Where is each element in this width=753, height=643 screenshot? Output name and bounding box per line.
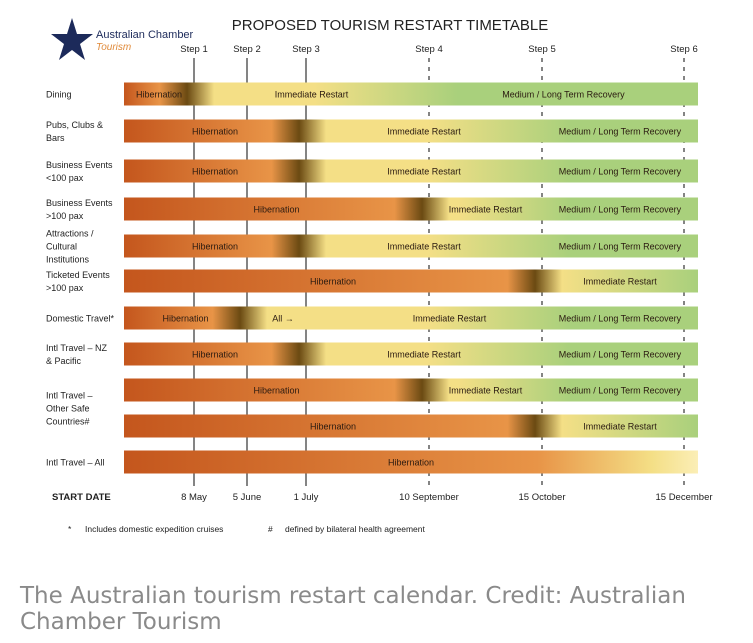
step-header-3: Step 3 — [292, 44, 319, 55]
row-label-2: Pubs, Clubs & — [46, 120, 103, 130]
phase-label-hibernation: Hibernation — [253, 386, 299, 396]
phase-label-immediate-restart: Immediate Restart — [275, 90, 349, 100]
step-date-2: 5 June — [233, 492, 262, 503]
row-label-5: Attractions / — [46, 229, 94, 239]
star-icon — [51, 18, 93, 60]
phase-label-hibernation: Hibernation — [192, 242, 238, 252]
phase-label-hibernation: Hibernation — [136, 90, 182, 100]
phase-label-hibernation: Hibernation — [192, 167, 238, 177]
timeline-bar-8 — [124, 342, 698, 366]
phase-label-immediate-restart: Immediate Restart — [387, 127, 461, 137]
row-label-5: Institutions — [46, 255, 90, 265]
timeline-bar-9-2 — [124, 414, 698, 438]
timeline-bar-7 — [124, 306, 698, 330]
step-date-4: 10 September — [399, 492, 459, 503]
footnote-text-1: Includes domestic expedition cruises — [85, 524, 223, 534]
timeline-bar-3 — [124, 159, 698, 183]
step-date-6: 15 December — [655, 492, 712, 503]
timeline-bar-4 — [124, 197, 698, 221]
row-label-9: Countries# — [46, 417, 90, 427]
phase-label-recovery: Medium / Long Term Recovery — [559, 167, 682, 177]
footnote-mark-1: * — [68, 524, 72, 534]
phase-label-hibernation: Hibernation — [162, 314, 208, 324]
logo-name-line1: Australian Chamber — [96, 29, 194, 41]
chart-title: PROPOSED TOURISM RESTART TIMETABLE — [232, 17, 548, 34]
phase-label-immediate-restart: Immediate Restart — [583, 422, 657, 432]
start-date-label: START DATE — [52, 492, 111, 503]
phase-label-immediate-restart: Immediate Restart — [449, 205, 523, 215]
step-date-3: 1 July — [294, 492, 319, 503]
phase-label-immediate-restart: Immediate Restart — [387, 242, 461, 252]
phase-label-immediate-restart: Immediate Restart — [583, 277, 657, 287]
step-header-6: Step 6 — [670, 44, 697, 55]
row-label-8: & Pacific — [46, 356, 82, 366]
phase-label-recovery: Medium / Long Term Recovery — [559, 205, 682, 215]
phase-label-hibernation: Hibernation — [192, 127, 238, 137]
timeline-bar-5 — [124, 234, 698, 258]
step-date-5: 15 October — [519, 492, 566, 503]
row-label-6: >100 pax — [46, 283, 84, 293]
phase-label-immediate-restart: Immediate Restart — [387, 350, 461, 360]
row-label-3: Business Events — [46, 160, 113, 170]
row-label-2: Bars — [46, 133, 65, 143]
figure-caption: The Australian tourism restart calendar.… — [20, 583, 686, 635]
row-label-3: <100 pax — [46, 173, 84, 183]
row-label-1: Dining — [46, 90, 72, 100]
footnote-text-2: defined by bilateral health agreement — [285, 524, 426, 534]
phase-label-hibernation: Hibernation — [253, 205, 299, 215]
timeline-bar-1 — [124, 82, 698, 106]
step-header-4: Step 4 — [415, 44, 442, 55]
row-label-10: Intl Travel – All — [46, 458, 105, 468]
phase-label-recovery: Medium / Long Term Recovery — [559, 127, 682, 137]
phase-label-hibernation: Hibernation — [388, 458, 434, 468]
phase-label-recovery: Medium / Long Term Recovery — [559, 350, 682, 360]
step-header-2: Step 2 — [233, 44, 260, 55]
step-header-1: Step 1 — [180, 44, 207, 55]
timeline-bar-10 — [124, 450, 698, 474]
timeline-bar-9-1 — [124, 378, 698, 402]
logo-name-line2: Tourism — [96, 42, 131, 53]
timeline-bar-2 — [124, 119, 698, 143]
phase-label-all: All → — [272, 314, 294, 324]
step-header-5: Step 5 — [528, 44, 555, 55]
row-label-5: Cultural — [46, 242, 77, 252]
phase-label-immediate-restart: Immediate Restart — [413, 314, 487, 324]
row-label-4: Business Events — [46, 198, 113, 208]
row-label-8: Intl Travel – NZ — [46, 343, 108, 353]
row-label-9: Other Safe — [46, 404, 90, 414]
phase-label-hibernation: Hibernation — [310, 422, 356, 432]
footnote-mark-2: # — [268, 524, 273, 534]
step-date-1: 8 May — [181, 492, 207, 503]
row-label-9: Intl Travel – — [46, 391, 93, 401]
row-label-4: >100 pax — [46, 211, 84, 221]
phase-label-hibernation: Hibernation — [192, 350, 238, 360]
phase-label-recovery: Medium / Long Term Recovery — [502, 90, 625, 100]
phase-label-recovery: Medium / Long Term Recovery — [559, 314, 682, 324]
row-label-6: Ticketed Events — [46, 270, 110, 280]
phase-label-immediate-restart: Immediate Restart — [387, 167, 461, 177]
row-label-7: Domestic Travel* — [46, 314, 115, 324]
phase-label-immediate-restart: Immediate Restart — [449, 386, 523, 396]
phase-label-recovery: Medium / Long Term Recovery — [559, 242, 682, 252]
phase-label-recovery: Medium / Long Term Recovery — [559, 386, 682, 396]
tourism-restart-timetable-chart: Australian Chamber Tourism PROPOSED TOUR… — [46, 17, 713, 534]
timeline-bar-6 — [124, 269, 698, 293]
chamber-logo: Australian Chamber Tourism — [51, 18, 194, 60]
phase-label-hibernation: Hibernation — [310, 277, 356, 287]
